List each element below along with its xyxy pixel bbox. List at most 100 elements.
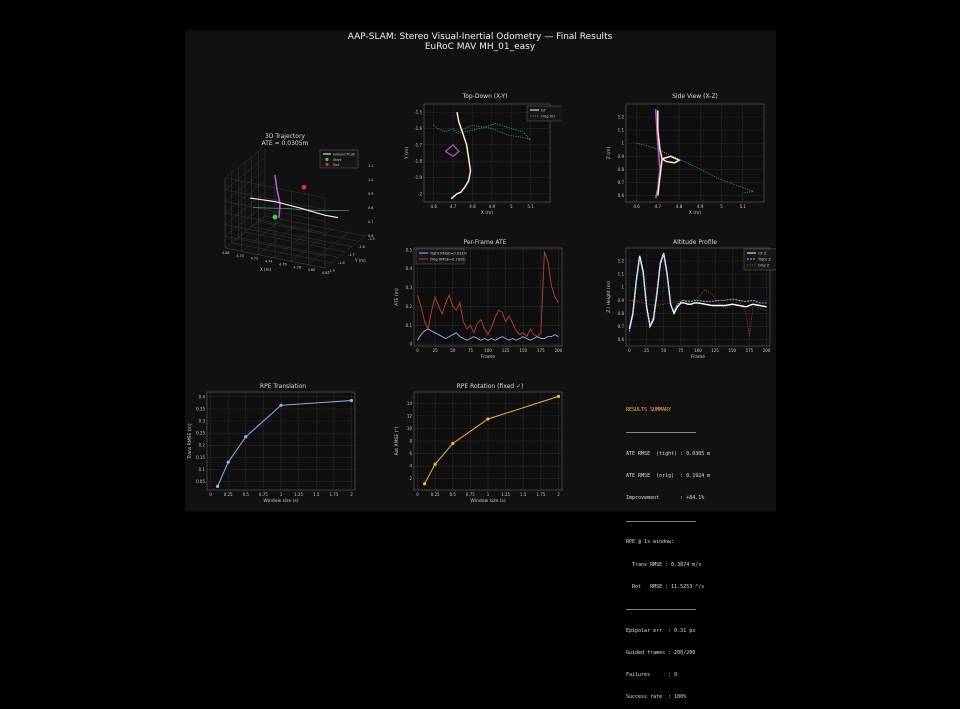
z-tick-label: 1.1: [368, 164, 373, 168]
z-tick-label: 0.8: [368, 206, 373, 210]
y-tick-label: 8: [409, 439, 412, 444]
series-line-orig-vo: [252, 207, 350, 211]
x-tick-label: 4.76: [279, 262, 287, 266]
y-axis-label: Z (m): [606, 147, 612, 160]
y-tick-label: 0.6: [618, 193, 625, 198]
x-axis-label: X (m): [689, 210, 702, 216]
grid-line: [308, 232, 349, 265]
ate-plot: 0 25 50 75 100 125 150 175 200 0 0.1 0.2 0.3 0.4 0.5 Fr…: [394, 247, 563, 360]
data-point: [451, 441, 455, 446]
legend-label: Start: [333, 158, 342, 162]
series-line-orig-vo: [636, 142, 754, 194]
data-point: [215, 484, 220, 488]
data-point: [433, 462, 437, 466]
series-line-tight-z: [628, 253, 767, 332]
x-tick-label: 125: [711, 348, 719, 353]
x-tick-label: 100: [694, 348, 702, 353]
legend-label: Tight RMSE=0.031m: [429, 252, 468, 256]
x-tick-label: 2: [350, 492, 353, 497]
y-tick-label: 12: [407, 413, 413, 418]
y-axis-label: Z / Height (m): [606, 281, 612, 313]
x-tick-label: 125: [502, 348, 510, 353]
x-tick-label: 4.6: [431, 204, 438, 209]
legend-label: GT Z: [758, 252, 767, 256]
altitude-title: Altitude Profile: [672, 239, 717, 246]
figure-subtitle: EuRoC MAV MH_01_easy: [424, 42, 536, 52]
x-tick-label: 50: [450, 348, 456, 353]
x-tick-label: 0.25: [224, 492, 233, 497]
series-line-gt: [657, 110, 680, 196]
y-tick-label: -1.5: [368, 237, 375, 241]
traj3d-plot: 4.68 4.70 4.72 4.74 4.76 4.78 4.80 4.82-1.9-1.8…: [222, 148, 375, 275]
summary-divider: [626, 432, 696, 434]
y-tick-label: -2: [418, 191, 422, 196]
rpe-trans-title: RPE Translation: [259, 383, 307, 390]
y-tick-label: 0.2: [199, 443, 206, 448]
x-tick-label: 5.1: [740, 204, 747, 209]
x-tick-label: 0.75: [466, 492, 475, 497]
x-tick-label: 4.8: [676, 204, 683, 209]
y-axis-label: Y (m): [404, 147, 410, 160]
x-tick-label: 4.82: [322, 271, 330, 275]
x-tick-label: 0: [416, 492, 419, 497]
summary-line: ATE RMSE (tight) : 0.0305 m: [626, 450, 711, 457]
x-axis-label: X (m): [260, 267, 271, 272]
traj3d-title-line2: ATE = 0.0305m: [261, 140, 309, 147]
y-tick-label: 0.8: [618, 167, 625, 172]
start-marker: [272, 214, 278, 220]
x-tick-label: 0.75: [259, 492, 268, 497]
x-axis-label: Window size (s): [470, 498, 505, 504]
y-tick-label: 1.1: [618, 272, 625, 277]
x-tick-label: 1.25: [294, 492, 303, 497]
summary-line: Success rate : 100%: [626, 694, 687, 701]
y-tick-label: 10: [407, 426, 413, 431]
legend-label: Ground Truth: [333, 152, 355, 156]
rpe-trans-plot: 0 0.25 0.5 0.75 1 1.25 1.5 1.75 2 0.05 0.1 0.15 0.2 0…: [187, 391, 356, 504]
traj3d-title-line1: 3D Trajectory: [265, 133, 305, 140]
y-tick-label: 0.2: [406, 304, 413, 309]
x-tick-label: 175: [746, 348, 754, 353]
x-tick-label: 4.68: [222, 251, 230, 255]
x-tick-label: 1.75: [329, 492, 338, 497]
x-tick-label: 4.74: [265, 260, 273, 264]
end-marker: [301, 184, 307, 190]
x-tick-label: 75: [468, 348, 474, 353]
series-line-gt-z: [628, 252, 767, 330]
x-tick-label: 0.25: [431, 492, 440, 497]
x-tick-label: 2: [557, 492, 560, 497]
x-tick-label: 1.25: [501, 492, 510, 497]
x-axis-label: Frame: [691, 354, 705, 360]
x-tick-label: 4.7: [450, 204, 457, 209]
x-tick-label: 25: [433, 348, 439, 353]
grid-line: [258, 221, 359, 242]
y-axis-label: Trans RMSE (m): [187, 423, 193, 460]
legend-swatch: [325, 157, 329, 162]
ate-title: Per-Frame ATE: [463, 239, 507, 246]
legend-label: End: [333, 163, 339, 167]
y-tick-label: -1.7: [414, 142, 422, 147]
y-tick-label: 0.1: [406, 323, 413, 328]
grid-line: [251, 226, 352, 247]
z-tick-label: 1.0: [368, 178, 373, 182]
summary-line: Rot RMSE : 11.5253 °/s: [626, 583, 705, 590]
rpe-rot-plot: 0 0.25 0.5 0.75 1 1.25 1.5 1.75 2 2 4 6 8 10 12 14 Windo…: [394, 391, 563, 504]
x-tick-label: 0: [416, 348, 419, 353]
topdown-plot: 4.6 4.7 4.8 4.9 5 5.1 -1.5 -1.6 -1.7 -1.8 -1.9 -2 X …: [404, 103, 562, 216]
series-line-orig-vo: [433, 123, 531, 141]
y-tick-label: 2: [409, 476, 412, 481]
y-axis-label: Y (m): [354, 258, 366, 263]
x-tick-label: 0.5: [243, 492, 250, 497]
x-tick-label: 75: [678, 348, 684, 353]
x-tick-label: 1.5: [520, 492, 527, 497]
y-tick-label: 1: [621, 141, 624, 146]
data-point: [556, 394, 561, 398]
x-tick-label: 25: [644, 348, 650, 353]
grid-line: [224, 148, 263, 179]
x-tick-label: 4.72: [251, 257, 259, 261]
y-tick-label: -1.8: [338, 261, 345, 265]
data-point: [349, 398, 354, 403]
legend-label: GT: [541, 109, 547, 113]
results-summary: RESULTS SUMMARY ATE RMSE (tight) : 0.030…: [626, 392, 776, 709]
y-tick-label: 0.4: [199, 394, 206, 399]
x-tick-label: 1.5: [313, 492, 320, 497]
